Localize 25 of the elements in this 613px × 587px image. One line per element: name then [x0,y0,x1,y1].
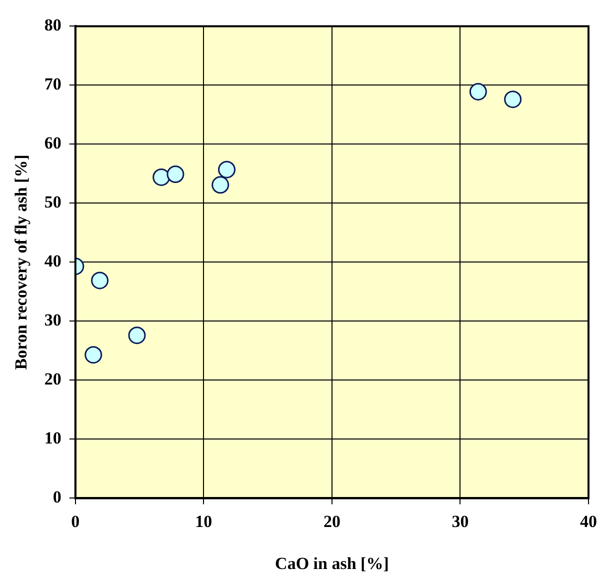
point [84,346,102,364]
point [91,272,109,290]
y-tick-label: 0 [52,488,62,507]
x-tick-label: 40 [580,512,597,531]
x-axis-title: CaO in ash [%] [275,554,389,574]
point [152,168,170,186]
x-tick-label: 30 [452,512,469,531]
point [212,176,230,194]
point [469,82,487,100]
y-tick-label: 70 [44,74,62,94]
y-axis-title: Boron recovery of fly ash [%] [12,154,31,370]
y-tick-label: 20 [44,370,62,389]
y-tick-label: 30 [44,310,62,330]
point [504,90,522,108]
point [218,160,236,178]
y-tick-label: 10 [44,428,62,448]
y-tick-label: 40 [44,252,62,271]
point [166,166,184,184]
y-tick-label: 50 [44,192,62,212]
x-tick-label: 20 [323,512,340,531]
x-tick-label: 10 [195,512,212,531]
y-tick-label: 80 [44,16,62,35]
x-tick-label: 0 [71,512,80,531]
y-tick-label: 60 [44,134,62,153]
point [128,326,146,344]
